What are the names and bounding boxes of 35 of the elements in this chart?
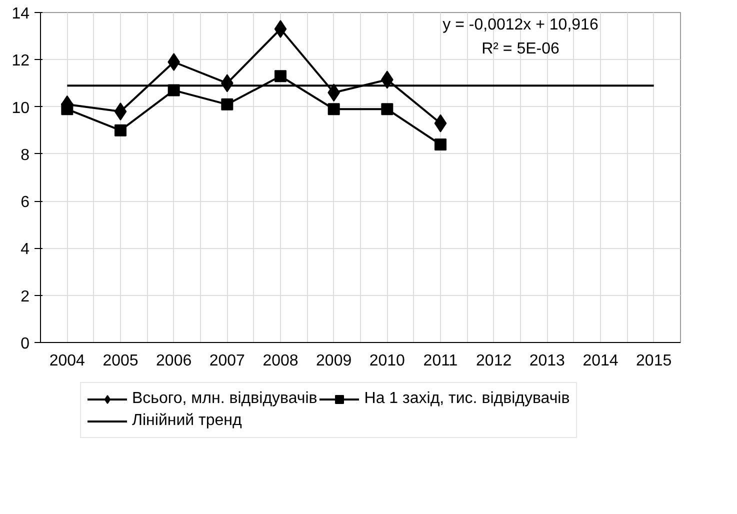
y-tick-label: 12 (12, 52, 30, 70)
annotation: R² = 5E-06 (482, 40, 560, 58)
y-tick-label: 10 (12, 100, 30, 117)
y-tick-label: 4 (20, 241, 30, 258)
x-tick-label: 2005 (102, 352, 138, 370)
y-tick-label: 0 (20, 336, 30, 352)
point (274, 70, 286, 82)
point (328, 103, 340, 116)
x-tick-label: 2004 (49, 352, 86, 370)
y-tick-label: 8 (20, 146, 30, 164)
y-tick-label: 2 (20, 288, 30, 306)
point (114, 124, 126, 136)
x-tick-label: 2007 (209, 352, 246, 370)
x-tick-label: 2012 (476, 352, 512, 370)
x-tick-label: 2010 (369, 352, 406, 370)
annotation: y = -0,0012x + 10,916 (442, 16, 598, 34)
x-tick-label: 2014 (582, 352, 618, 370)
x-tick-label: 2013 (529, 352, 566, 370)
point (221, 98, 234, 110)
legend-label: На 1 захід, тис. відвідувачів (364, 390, 570, 408)
point (381, 103, 394, 116)
x-tick-label: 2006 (156, 352, 192, 370)
x-tick-label: 2015 (636, 352, 672, 370)
x-tick-label: 2009 (316, 352, 352, 370)
point (274, 20, 287, 38)
legend-label: Всього, млн. відвідувачів (132, 390, 318, 408)
point (434, 114, 447, 132)
point (114, 102, 127, 120)
x-tick-label: 2011 (423, 352, 458, 370)
point (168, 84, 180, 96)
legend-label: Лінійний тренд (132, 412, 242, 430)
x-tick-label: 2008 (262, 352, 298, 370)
y-tick-label: 14 (12, 6, 30, 22)
y-tick-label: 6 (20, 194, 30, 212)
point (434, 138, 446, 150)
